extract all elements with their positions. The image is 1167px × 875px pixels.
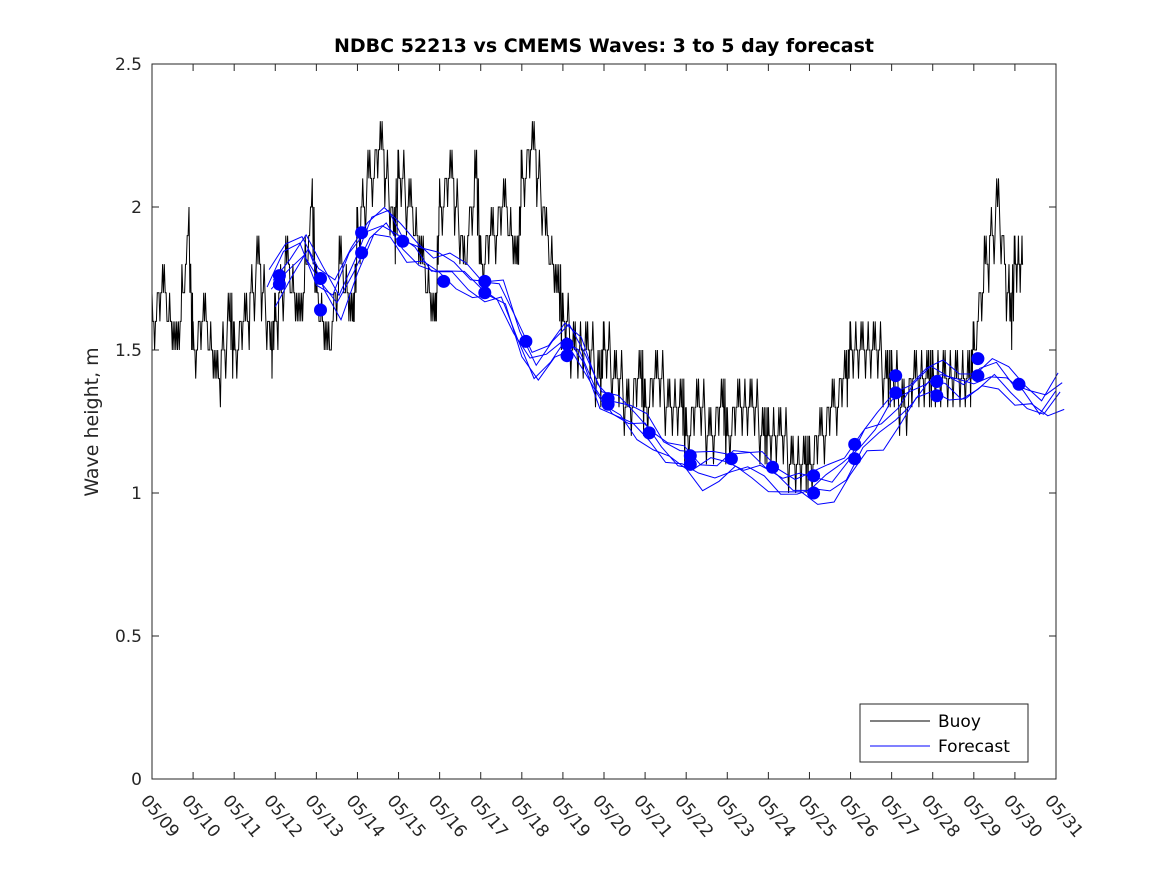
y-tick-label: 2 xyxy=(131,198,142,218)
y-tick-label: 1.5 xyxy=(115,341,142,361)
forecast-marker xyxy=(930,375,944,388)
legend-label-forecast: Forecast xyxy=(938,737,1010,757)
forecast-marker xyxy=(355,226,369,240)
forecast-marker xyxy=(437,274,451,288)
forecast-marker xyxy=(478,274,492,288)
y-tick-label: 0 xyxy=(131,770,142,790)
forecast-marker xyxy=(396,234,410,248)
chart-title: NDBC 52213 vs CMEMS Waves: 3 to 5 day fo… xyxy=(334,35,874,57)
forecast-marker xyxy=(971,352,985,366)
forecast-marker xyxy=(601,397,615,411)
legend-box xyxy=(859,703,1029,763)
forecast-marker xyxy=(683,457,697,471)
forecast-marker xyxy=(272,277,286,291)
forecast-marker xyxy=(642,426,656,440)
forecast-marker xyxy=(848,437,862,451)
y-tick-label: 2.5 xyxy=(115,55,142,75)
forecast-marker xyxy=(519,334,533,348)
forecast-marker xyxy=(724,452,738,466)
forecast-marker xyxy=(889,386,903,400)
forecast-marker xyxy=(560,349,574,363)
series-buoy-line xyxy=(151,121,1024,494)
forecast-marker xyxy=(807,486,821,500)
y-axis-label: Wave height, m xyxy=(81,347,103,496)
y-tick-label: 0.5 xyxy=(115,627,142,647)
forecast-marker xyxy=(314,272,327,285)
series-forecast-line xyxy=(268,206,1059,481)
y-tick-label: 1 xyxy=(131,484,142,504)
plot-area xyxy=(151,121,1065,505)
forecast-marker xyxy=(314,303,327,317)
forecast-marker xyxy=(930,389,944,403)
forecast-marker xyxy=(848,452,862,466)
legend: Buoy Forecast xyxy=(859,703,1029,763)
forecast-marker xyxy=(971,369,985,383)
series-forecast-line xyxy=(266,225,1057,491)
forecast-marker xyxy=(355,246,369,260)
forecast-marker xyxy=(807,469,821,483)
series-forecast-line xyxy=(270,222,1061,495)
forecast-marker xyxy=(560,337,574,351)
forecast-marker xyxy=(1012,377,1026,391)
legend-label-buoy: Buoy xyxy=(938,712,981,732)
forecast-marker xyxy=(766,460,779,474)
forecast-marker xyxy=(478,286,492,300)
forecast-marker xyxy=(889,369,903,383)
